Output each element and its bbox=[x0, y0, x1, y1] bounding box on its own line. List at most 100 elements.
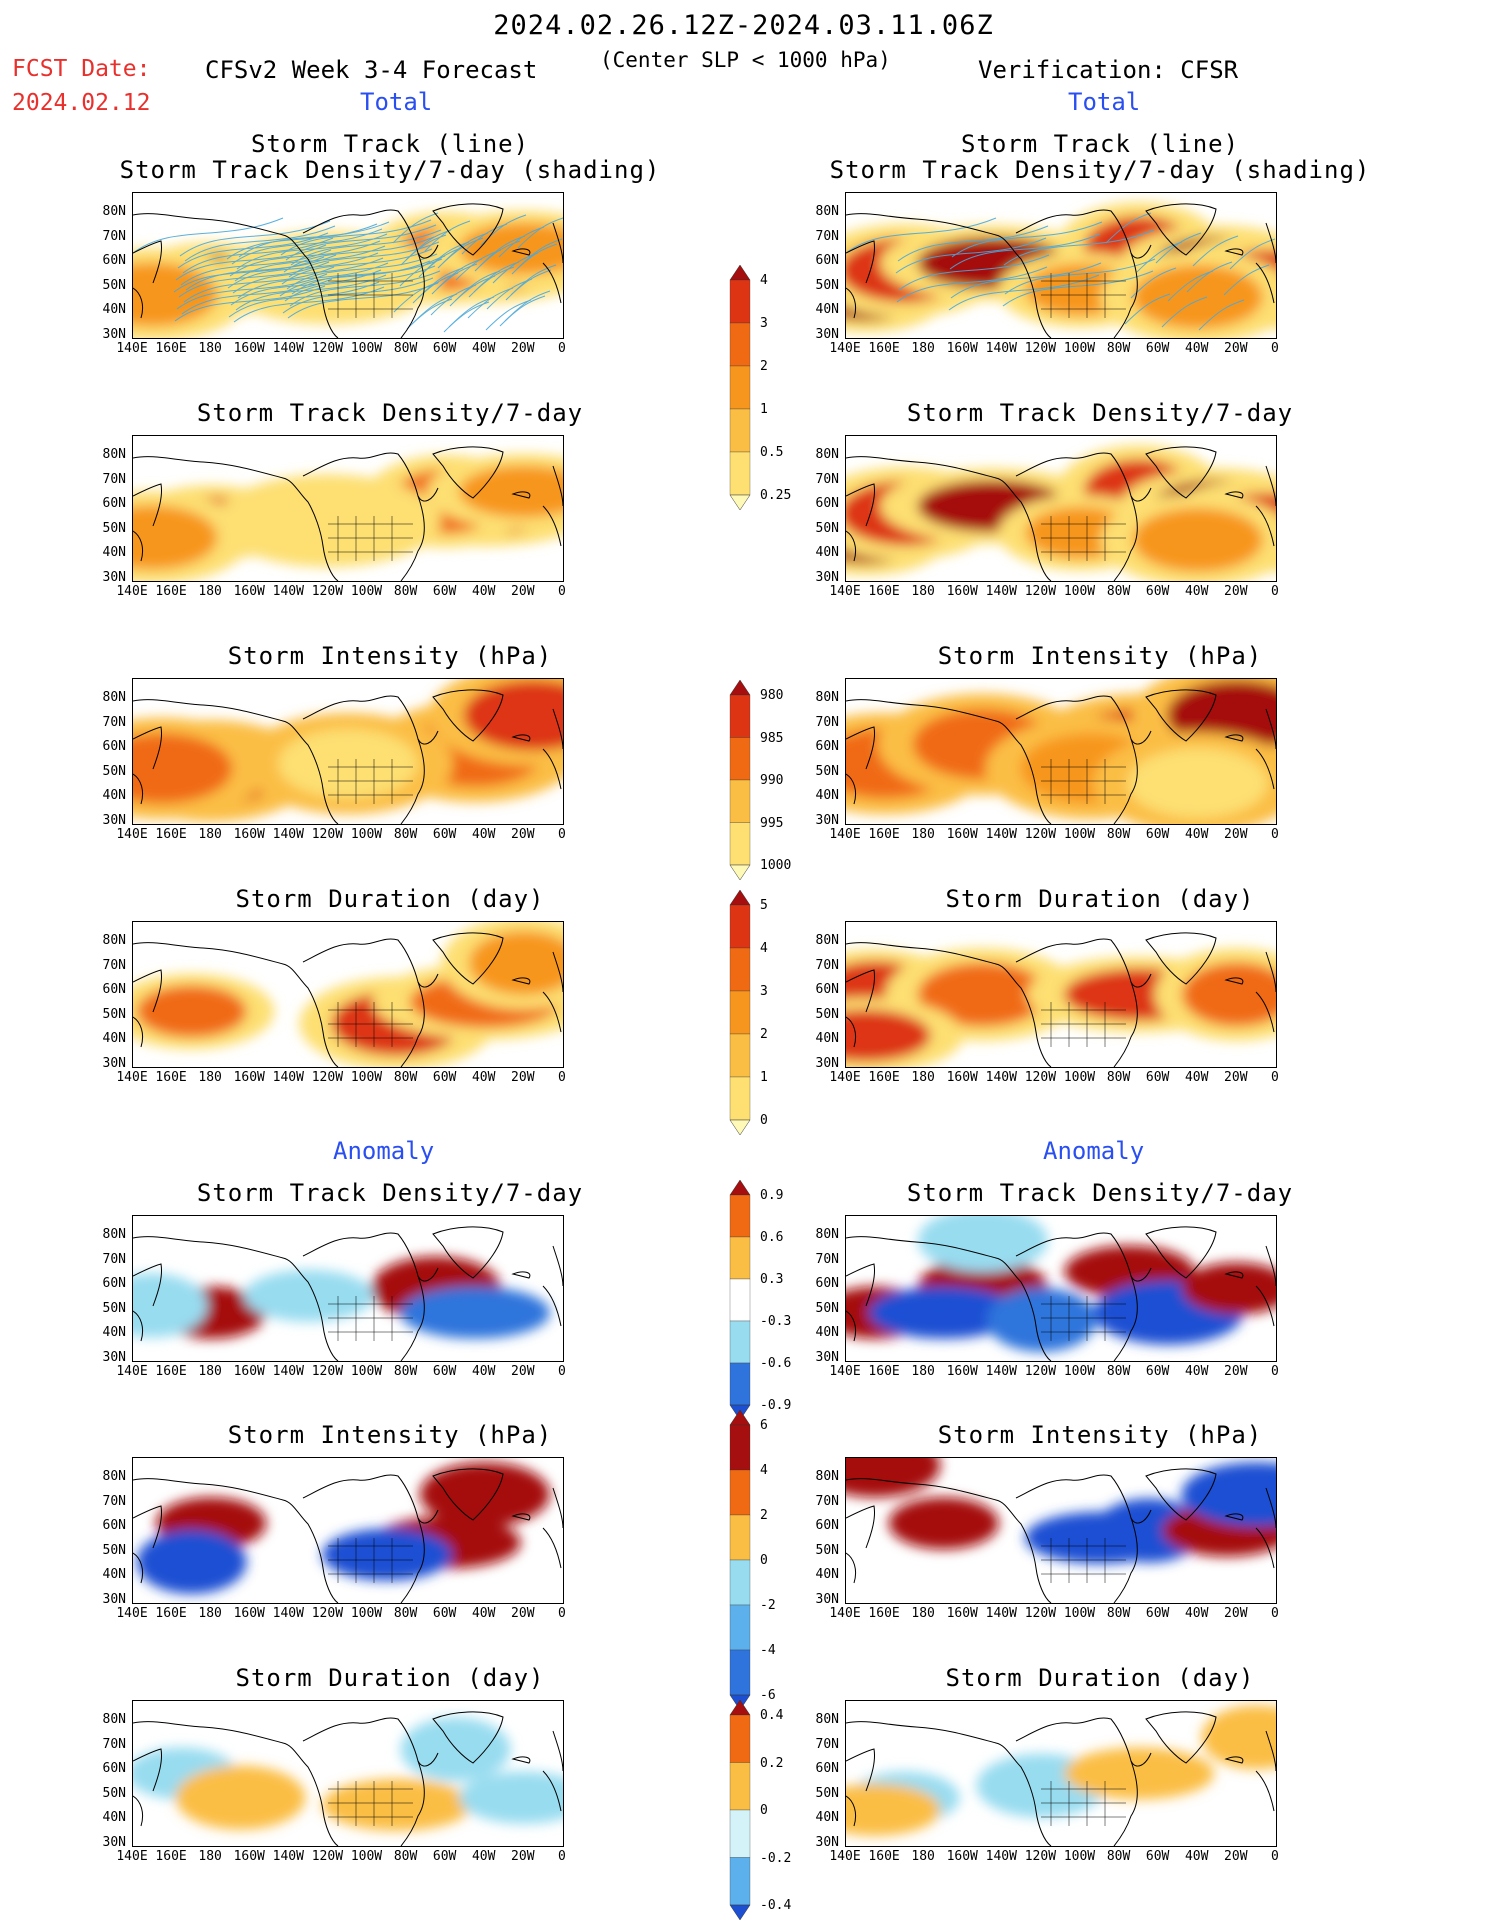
blob-core bbox=[313, 746, 383, 782]
lat-tick-label: 40N bbox=[815, 1325, 839, 1340]
cbar-label: 0.5 bbox=[760, 445, 784, 460]
lon-tick-label: 40W bbox=[471, 1606, 496, 1621]
state-borders bbox=[328, 759, 413, 804]
model-title: CFSv2 Week 3-4 Forecast bbox=[205, 56, 538, 84]
title-track-shading-fc: Storm Track Density/7-day (shading) bbox=[119, 156, 661, 184]
cbar-label: 4 bbox=[760, 273, 768, 288]
lat-tick-label: 60N bbox=[815, 739, 839, 754]
lon-tick-label: 100W bbox=[1063, 1849, 1096, 1864]
cbar-segment bbox=[729, 451, 751, 496]
lon-tick-label: 0 bbox=[1270, 341, 1279, 356]
cbar-bottom-triangle bbox=[729, 1904, 751, 1921]
blob-core bbox=[133, 750, 198, 786]
lon-tick-label: 20W bbox=[1224, 584, 1248, 599]
blob-core bbox=[846, 1022, 899, 1049]
lat-tick-label: 30N bbox=[815, 1591, 839, 1607]
lat-tick-label: 80N bbox=[815, 204, 839, 219]
lat-tick-label: 70N bbox=[102, 1736, 126, 1752]
lon-tick-label: 20W bbox=[511, 1606, 535, 1621]
title-intensity-fc: Storm Intensity (hPa) bbox=[227, 642, 553, 670]
lat-tick-label: 70N bbox=[815, 1736, 839, 1752]
lon-tick-label: 160E bbox=[868, 1364, 900, 1379]
lon-tick-label: 120W bbox=[311, 341, 344, 356]
cbar-label: 0 bbox=[760, 1803, 768, 1818]
cbar-bottom-triangle bbox=[729, 864, 751, 881]
title-track-line-fc: Storm Track (line) bbox=[250, 130, 530, 158]
cbar-label: 4 bbox=[760, 941, 768, 956]
lon-tick-label: 140E bbox=[829, 827, 861, 842]
state-borders bbox=[1041, 759, 1126, 804]
lat-tick-label: 60N bbox=[102, 1276, 126, 1291]
cbar-top-triangle bbox=[729, 1179, 751, 1196]
lat-tick-label: 80N bbox=[102, 204, 126, 219]
lon-tick-label: 160E bbox=[868, 827, 900, 842]
coastline bbox=[846, 1711, 1276, 1846]
lon-tick-label: 40W bbox=[1184, 1070, 1209, 1085]
lat-tick-label: 60N bbox=[815, 253, 839, 268]
lon-tick-label: 140W bbox=[272, 341, 304, 356]
lat-tick-label: 80N bbox=[102, 1469, 126, 1484]
cbar-top-triangle bbox=[729, 264, 751, 281]
lat-tick-label: 50N bbox=[102, 277, 126, 293]
cbar-label: 0 bbox=[760, 1113, 768, 1128]
lon-tick-label: 140E bbox=[829, 1364, 861, 1379]
lon-tick-label: 0 bbox=[557, 1364, 566, 1379]
title-density-fc: Storm Track Density/7-day bbox=[196, 399, 584, 427]
lat-tick-label: 70N bbox=[815, 957, 839, 973]
lat-tick-label: 80N bbox=[815, 933, 839, 948]
lon-tick-label: 140W bbox=[272, 1364, 304, 1379]
map-fc-anom-duration bbox=[132, 1700, 564, 1847]
cbar-segment bbox=[729, 408, 751, 453]
cbar-segment bbox=[729, 1320, 751, 1364]
lon-tick-label: 120W bbox=[1024, 341, 1057, 356]
blob-core bbox=[133, 278, 186, 311]
lat-tick-label: 40N bbox=[102, 788, 126, 803]
map-fc-anom-intensity bbox=[132, 1457, 564, 1604]
lon-tick-label: 60W bbox=[1145, 1070, 1170, 1085]
cbar-label: 6 bbox=[760, 1418, 768, 1433]
title-anom-intensity-fc: Storm Intensity (hPa) bbox=[227, 1421, 553, 1449]
lat-tick-label: 60N bbox=[815, 982, 839, 997]
lon-tick-label: 140W bbox=[985, 1849, 1017, 1864]
lat-tick-label: 60N bbox=[102, 496, 126, 511]
cbar-top-triangle bbox=[729, 1699, 751, 1716]
cbar-label: 990 bbox=[760, 773, 784, 788]
map-fc-density bbox=[132, 435, 564, 582]
coastline bbox=[846, 932, 1276, 1067]
lat-tick-label: 70N bbox=[815, 1493, 839, 1509]
lon-tick-label: 120W bbox=[311, 584, 344, 599]
lon-tick-label: 100W bbox=[350, 1364, 383, 1379]
cbar-segment bbox=[729, 1649, 751, 1696]
lon-tick-label: 140W bbox=[985, 341, 1017, 356]
lon-tick-label: 140E bbox=[829, 584, 861, 599]
lon-tick-label: 100W bbox=[350, 1070, 383, 1085]
coastline bbox=[846, 1226, 1276, 1361]
lon-tick-label: 80W bbox=[1106, 1849, 1131, 1864]
lon-tick-label: 40W bbox=[1184, 1606, 1209, 1621]
blob-core bbox=[1209, 978, 1265, 1011]
lon-tick-label: 140W bbox=[985, 827, 1017, 842]
lon-tick-label: 80W bbox=[1106, 1606, 1131, 1621]
cbar-label: 2 bbox=[760, 359, 768, 374]
lat-tick-label: 40N bbox=[102, 1031, 126, 1046]
lon-tick-label: 160W bbox=[946, 827, 978, 842]
cbar-segment bbox=[729, 1559, 751, 1606]
cbar-segment bbox=[729, 1236, 751, 1280]
lat-tick-label: 80N bbox=[815, 690, 839, 705]
lat-tick-label: 50N bbox=[102, 1542, 126, 1558]
lon-tick-label: 180 bbox=[198, 1070, 222, 1085]
lon-tick-label: 160W bbox=[946, 1070, 978, 1085]
lon-tick-label: 180 bbox=[198, 827, 222, 842]
state-borders bbox=[328, 1538, 413, 1583]
lon-tick-label: 160E bbox=[868, 1849, 900, 1864]
lon-tick-label: 0 bbox=[557, 341, 566, 356]
lon-tick-label: 40W bbox=[471, 341, 496, 356]
criterion-text: (Center SLP < 1000 hPa) bbox=[600, 48, 891, 72]
cbar-segment bbox=[729, 737, 751, 781]
colorbar-anom-intensity bbox=[725, 1409, 755, 1711]
lon-tick-label: 80W bbox=[393, 341, 418, 356]
state-borders bbox=[328, 1781, 413, 1826]
lat-tick-label: 30N bbox=[815, 1349, 839, 1365]
lat-tick-label: 50N bbox=[815, 1006, 839, 1022]
lon-tick-label: 100W bbox=[1063, 1070, 1096, 1085]
